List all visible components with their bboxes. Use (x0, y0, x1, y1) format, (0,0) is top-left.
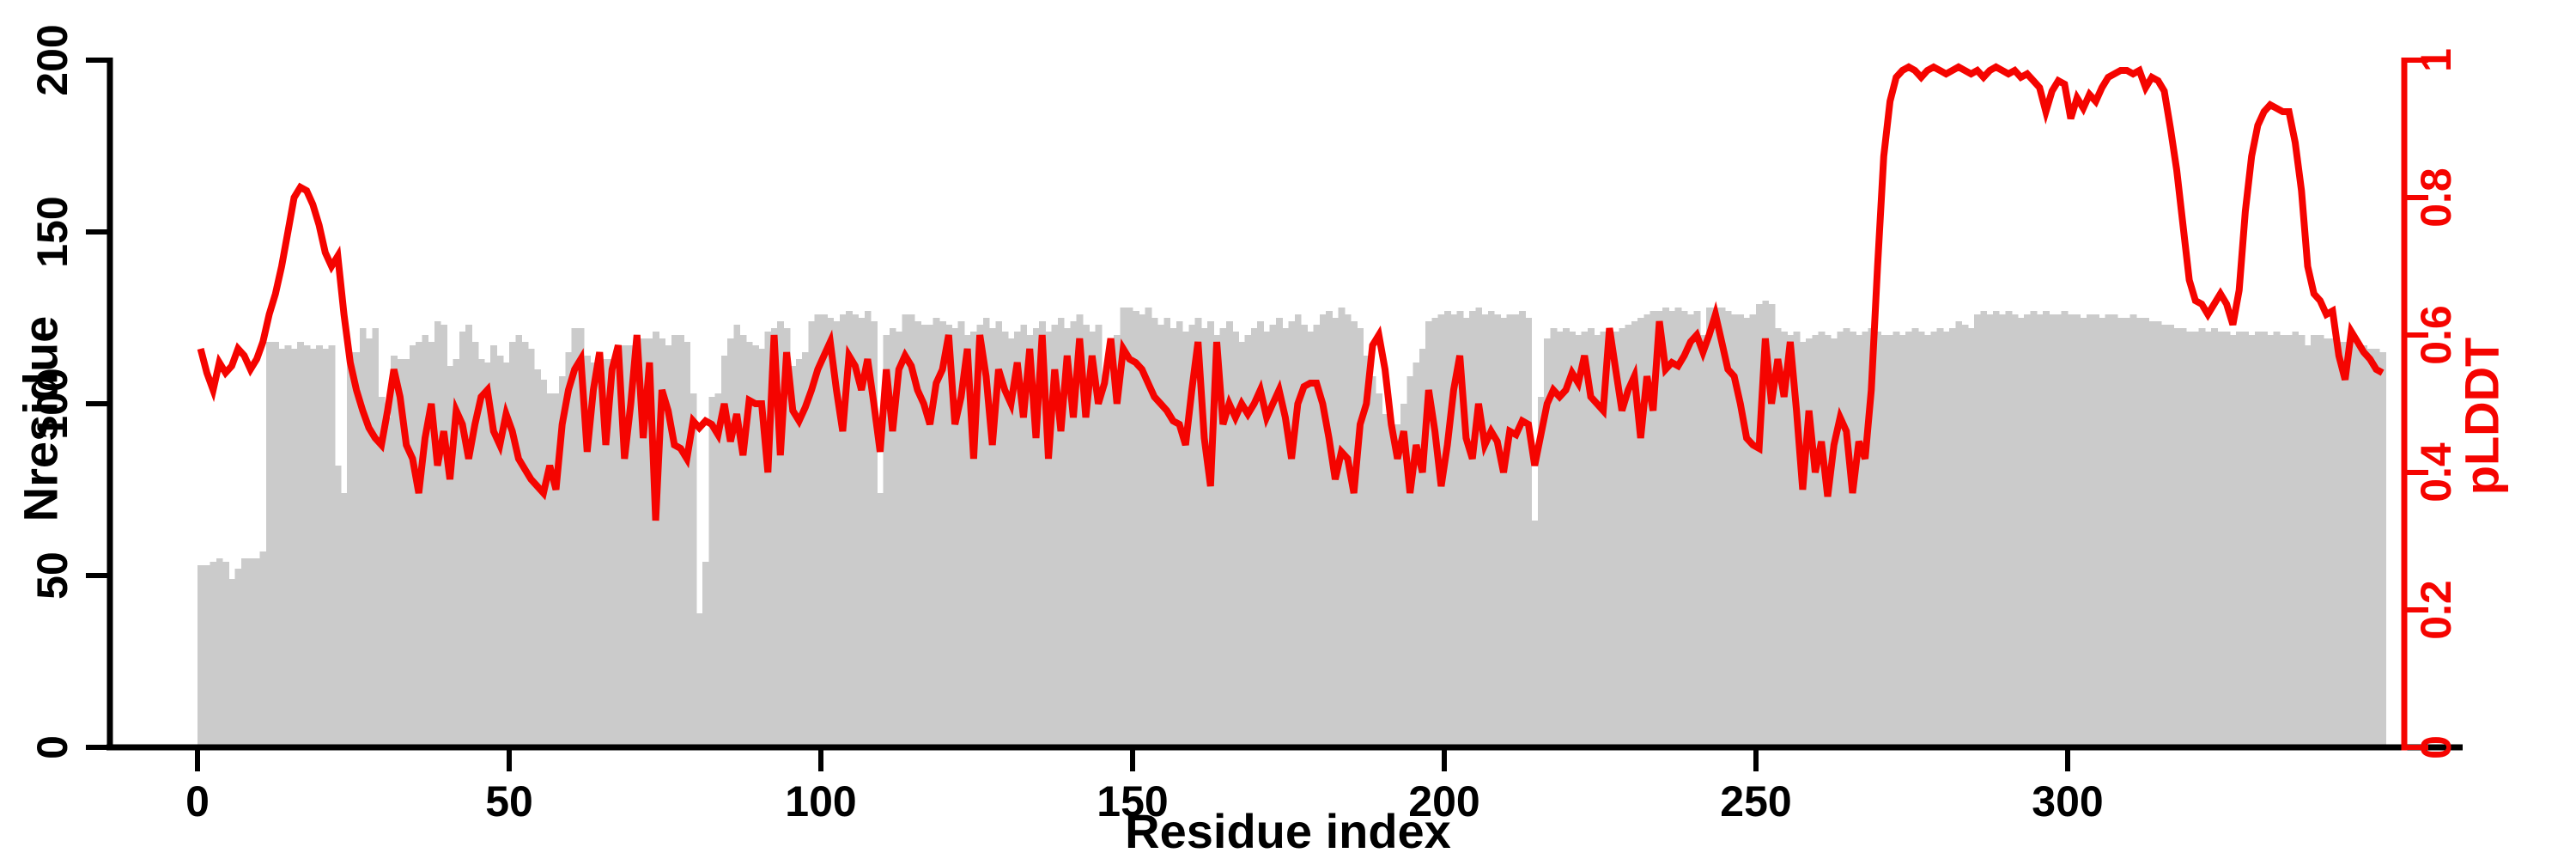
right-axis-title: pLDDT (2454, 337, 2509, 496)
x-tick-label: 250 (1720, 777, 1791, 825)
x-tick-label: 200 (1408, 777, 1479, 825)
x-tick-label: 300 (2032, 777, 2103, 825)
nresidue-bars (197, 301, 2386, 747)
right-tick-label: 0.6 (2412, 305, 2460, 365)
right-tick-label: 0.2 (2412, 580, 2460, 640)
left-axis-title: Nresidue (13, 315, 68, 522)
x-tick-label: 0 (185, 777, 210, 825)
right-tick-label: 0.4 (2412, 442, 2460, 503)
right-tick-label: 0.8 (2412, 168, 2460, 228)
x-tick-label: 50 (485, 777, 533, 825)
left-tick-label: 200 (28, 24, 76, 95)
x-axis-title: Residue index (1125, 804, 1451, 858)
left-tick-label: 0 (28, 735, 76, 759)
left-tick-label: 150 (28, 196, 76, 267)
x-tick-label: 100 (785, 777, 856, 825)
right-tick-label: 1 (2412, 48, 2460, 72)
x-tick-label: 150 (1097, 777, 1168, 825)
axes: 0 50 100 150 200 250 300 0 50 100 150 200 0 0.2 0.4 0.6… (28, 24, 2463, 825)
left-tick-label: 50 (28, 551, 76, 600)
left-tick-label: 100 (28, 368, 76, 439)
plddt-line (197, 63, 2385, 521)
right-tick-label: 0 (2412, 735, 2460, 759)
